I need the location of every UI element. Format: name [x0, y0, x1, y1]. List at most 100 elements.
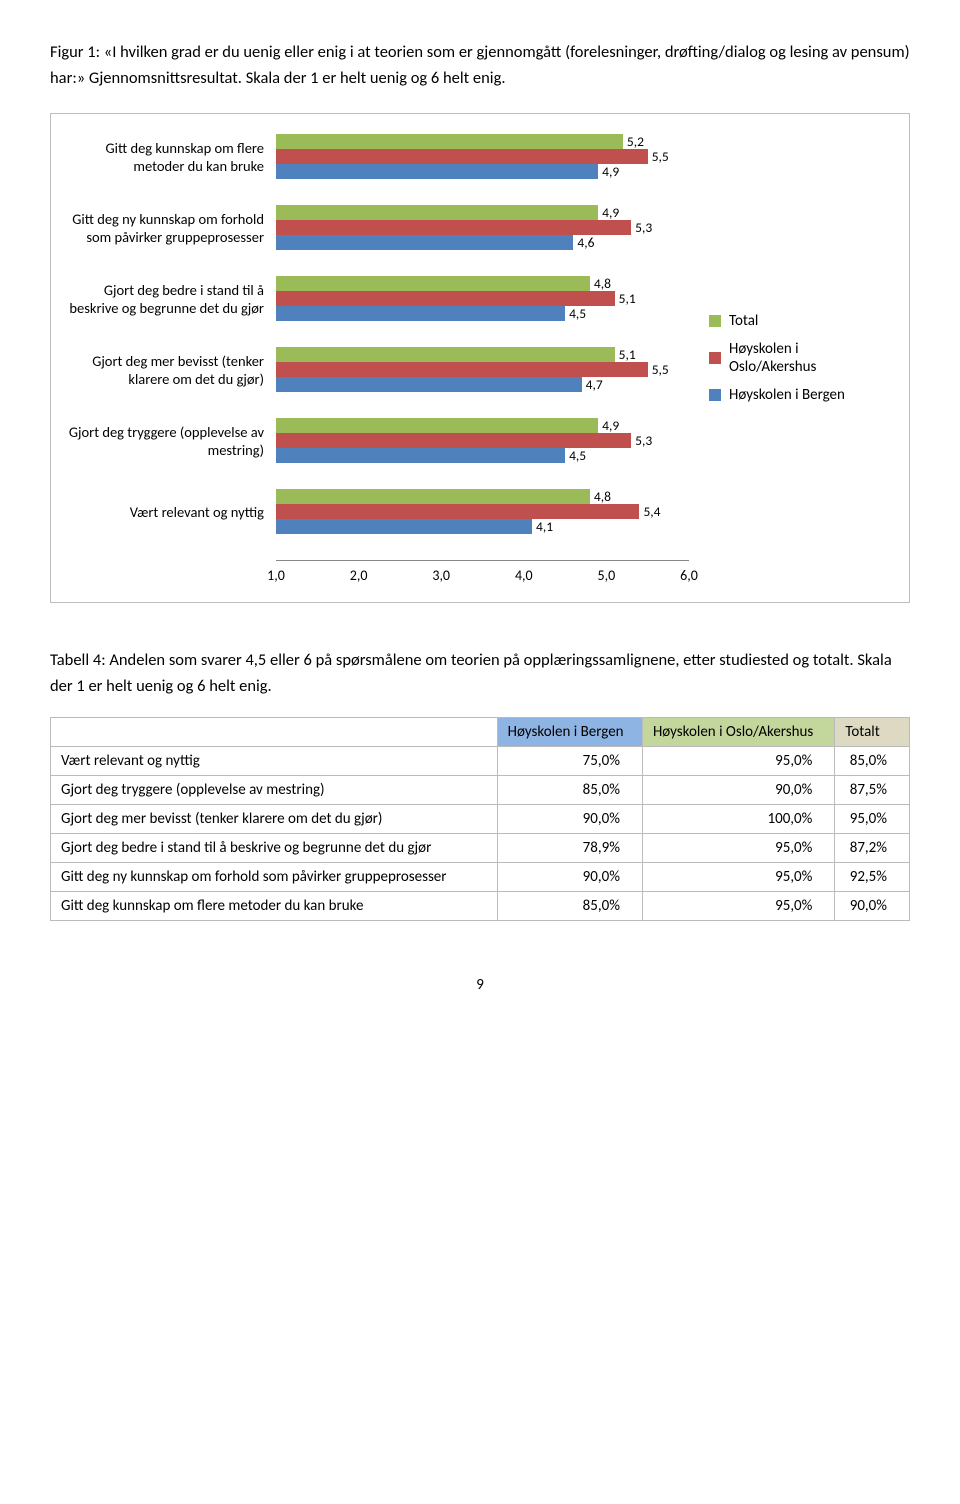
table-caption: Tabell 4: Andelen som svarer 4,5 eller 6…: [50, 648, 910, 699]
bars-area: 4,95,34,6: [276, 205, 689, 250]
legend-item-bergen: Høyskolen i Bergen: [709, 386, 889, 404]
table-row: Gjort deg tryggere (opplevelse av mestri…: [51, 776, 910, 805]
bar-value: 5,3: [635, 432, 652, 449]
bar-value: 4,1: [536, 518, 553, 535]
figure-caption: Figur 1: «I hvilken grad er du uenig ell…: [50, 40, 910, 91]
legend-swatch: [709, 315, 721, 327]
x-tick: 2,0: [350, 567, 368, 584]
table-row: Gitt deg kunnskap om flere metoder du ka…: [51, 892, 910, 921]
legend-label: Høyskolen i Bergen: [729, 386, 845, 404]
table-cell: 90,0%: [835, 892, 910, 921]
chart-category: Gjort deg tryggere (opplevelse av mestri…: [61, 418, 689, 463]
table-cell: 85,0%: [497, 892, 642, 921]
x-tick: 5,0: [598, 567, 616, 584]
bar-total: 4,8: [276, 276, 590, 291]
table-cell: 85,0%: [497, 776, 642, 805]
bar-value: 4,9: [602, 417, 619, 434]
bar-value: 5,1: [619, 346, 636, 363]
table-row: Gjort deg mer bevisst (tenker klarere om…: [51, 805, 910, 834]
bar-total: 4,8: [276, 489, 590, 504]
legend-label: Høyskolen i Oslo/Akershus: [729, 340, 889, 376]
x-axis: 1,02,03,04,05,06,0: [276, 560, 689, 582]
bar-value: 4,7: [586, 376, 603, 393]
chart-category: Gjort deg mer bevisst (tenker klarere om…: [61, 347, 689, 392]
category-label: Vært relevant og nyttig: [61, 503, 276, 521]
bar-oslo: 5,5: [276, 149, 648, 164]
table-col-header: Høyskolen i Oslo/Akershus: [642, 718, 834, 747]
legend-item-oslo: Høyskolen i Oslo/Akershus: [709, 340, 889, 376]
bar-value: 4,5: [569, 447, 586, 464]
table-cell: 85,0%: [835, 747, 910, 776]
bar-value: 4,5: [569, 305, 586, 322]
category-label: Gitt deg kunnskap om flere metoder du ka…: [61, 139, 276, 175]
bar-oslo: 5,3: [276, 433, 631, 448]
page-number: 9: [50, 976, 910, 994]
row-label: Gjort deg tryggere (opplevelse av mestri…: [51, 776, 498, 805]
table-corner: [51, 718, 498, 747]
table-col-header: Høyskolen i Bergen: [497, 718, 642, 747]
row-label: Gjort deg bedre i stand til å beskrive o…: [51, 834, 498, 863]
row-label: Vært relevant og nyttig: [51, 747, 498, 776]
bar-total: 4,9: [276, 418, 598, 433]
bar-total: 4,9: [276, 205, 598, 220]
legend-swatch: [709, 352, 721, 364]
table-col-header: Totalt: [835, 718, 910, 747]
bar-value: 4,8: [594, 488, 611, 505]
bars-area: 5,15,54,7: [276, 347, 689, 392]
chart-container: Gitt deg kunnskap om flere metoder du ka…: [50, 113, 910, 603]
bar-value: 5,5: [652, 148, 669, 165]
bar-bergen: 4,6: [276, 235, 573, 250]
x-tick: 1,0: [267, 567, 285, 584]
row-label: Gitt deg kunnskap om flere metoder du ka…: [51, 892, 498, 921]
bar-oslo: 5,3: [276, 220, 631, 235]
bars-area: 4,85,44,1: [276, 489, 689, 534]
bars-area: 4,8 5,1 4,5: [276, 276, 689, 321]
table-cell: 90,0%: [497, 863, 642, 892]
bar-value: 5,5: [652, 361, 669, 378]
table-cell: 95,0%: [642, 834, 834, 863]
bar-value: 4,8: [594, 275, 611, 292]
bar-bergen: 4,9: [276, 164, 598, 179]
row-label: Gjort deg mer bevisst (tenker klarere om…: [51, 805, 498, 834]
bar-value: 5,2: [627, 133, 644, 150]
chart-legend: Total Høyskolen i Oslo/Akershus Høyskolen …: [689, 134, 889, 582]
x-tick: 6,0: [680, 567, 698, 584]
table-row: Gitt deg ny kunnskap om forhold som påvi…: [51, 863, 910, 892]
x-tick: 3,0: [432, 567, 450, 584]
table-cell: 90,0%: [497, 805, 642, 834]
table-cell: 90,0%: [642, 776, 834, 805]
table-cell: 95,0%: [642, 892, 834, 921]
bar-bergen: 4,1: [276, 519, 532, 534]
bar-total: 5,1: [276, 347, 615, 362]
bar-oslo: 5,4: [276, 504, 639, 519]
bar-total: 5,2: [276, 134, 623, 149]
legend-item-total: Total: [709, 312, 889, 330]
table-cell: 78,9%: [497, 834, 642, 863]
bar-oslo: 5,5: [276, 362, 648, 377]
row-label: Gitt deg ny kunnskap om forhold som påvi…: [51, 863, 498, 892]
table-row: Vært relevant og nyttig75,0%95,0%85,0%: [51, 747, 910, 776]
bars-area: 5,25,54,9: [276, 134, 689, 179]
chart-category: Gjort deg bedre i stand til å beskrive o…: [61, 276, 689, 321]
category-label: Gjort deg mer bevisst (tenker klarere om…: [61, 352, 276, 388]
bars-area: 4,95,34,5: [276, 418, 689, 463]
chart-category: Gitt deg kunnskap om flere metoder du ka…: [61, 134, 689, 179]
bar-bergen: 4,5: [276, 448, 565, 463]
bar-value: 5,4: [643, 503, 660, 520]
x-tick: 4,0: [515, 567, 533, 584]
table-cell: 95,0%: [642, 747, 834, 776]
data-table: Høyskolen i BergenHøyskolen i Oslo/Akers…: [50, 717, 910, 921]
bar-bergen: 4,7: [276, 377, 582, 392]
table-cell: 95,0%: [835, 805, 910, 834]
chart-category: Gitt deg ny kunnskap om forhold som påvi…: [61, 205, 689, 250]
table-cell: 92,5%: [835, 863, 910, 892]
bar-value: 5,3: [635, 219, 652, 236]
bar-value: 4,9: [602, 163, 619, 180]
bar-value: 4,9: [602, 204, 619, 221]
legend-swatch: [709, 389, 721, 401]
table-cell: 75,0%: [497, 747, 642, 776]
bar-value: 5,1: [619, 290, 636, 307]
category-label: Gjort deg bedre i stand til å beskrive o…: [61, 281, 276, 317]
category-label: Gjort deg tryggere (opplevelse av mestri…: [61, 423, 276, 459]
table-cell: 95,0%: [642, 863, 834, 892]
